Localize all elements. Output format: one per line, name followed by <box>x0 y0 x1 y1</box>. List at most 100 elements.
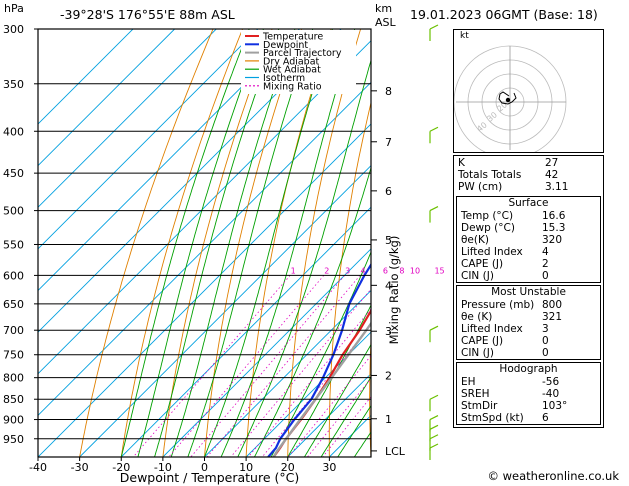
x-tick-label: 30 <box>322 461 336 474</box>
storm-motion-marker <box>505 97 511 103</box>
surface-row-value: 320 <box>542 234 563 246</box>
index-row: Totals Totals 42 <box>454 169 603 181</box>
most-unstable-row-label: CAPE (J) <box>461 335 504 347</box>
hodograph-row: StmSpd (kt) 6 <box>457 412 600 424</box>
mixing-ratio-axis-label: Mixing Ratio (g/kg) <box>387 236 401 345</box>
hodograph-trace <box>498 91 517 105</box>
surface-row: Temp (°C) 16.6 <box>457 210 600 222</box>
mixing-ratio-label: 1 <box>291 266 296 275</box>
pressure-tick-label: 650 <box>3 298 24 311</box>
surface-row-value: 16.6 <box>542 210 566 222</box>
wind-barb-flag <box>429 24 439 30</box>
hodograph-row: EH -56 <box>457 376 600 388</box>
km-tick-label: 7 <box>385 136 392 149</box>
most-unstable-row: Pressure (mb) 800 <box>457 299 600 311</box>
hodograph-section: Hodograph EH -56 SREH -40 StmDir 103° StmSpd (… <box>456 362 601 425</box>
wet-adiabat-line <box>287 304 371 457</box>
most-unstable-row: θe (K) 321 <box>457 311 600 323</box>
legend-box <box>241 30 356 94</box>
index-row: PW (cm) 3.11 <box>454 181 603 193</box>
legend-label: Temperature <box>262 32 323 43</box>
isotherm-line <box>38 29 300 292</box>
hodograph-row: StmDir 103° <box>457 400 600 412</box>
surface-title: Surface <box>508 197 549 209</box>
mixing-ratio-line <box>287 355 371 457</box>
index-row-value: 42 <box>545 169 559 181</box>
pressure-tick-label: 450 <box>3 167 24 180</box>
hodograph-title: Hodograph <box>499 363 558 375</box>
mixing-ratio-line <box>247 308 371 457</box>
most-unstable-row: Lifted Index 3 <box>457 323 600 335</box>
surface-row-label: CIN (J) <box>461 270 494 282</box>
hodograph-ring-label: 30 <box>485 110 499 123</box>
mixing-ratio-label: 4 <box>360 266 365 275</box>
wind-barb-flag <box>429 325 439 331</box>
dry-adiabat-line <box>621 29 629 457</box>
surface-row-value: 0 <box>542 270 549 282</box>
location-title: -39°28'S 176°55'E 88m ASL <box>60 7 235 22</box>
surface-row: Dewp (°C) 15.3 <box>457 222 600 234</box>
km-tick-label: LCL <box>385 445 406 458</box>
surface-row-label: Temp (°C) <box>461 210 514 222</box>
isotherm-line <box>38 29 134 125</box>
hodograph-panel: 40 30 20 kt <box>453 29 604 159</box>
hodograph-row-value: -40 <box>542 388 560 400</box>
most-unstable-title: Most Unstable <box>491 286 566 298</box>
hodograph-row-label: StmDir <box>461 400 498 412</box>
pressure-tick-label: 950 <box>3 433 24 446</box>
surface-row: CIN (J) 0 <box>457 270 600 282</box>
isotherm-line <box>38 29 175 167</box>
pressure-tick-label: 700 <box>3 324 24 337</box>
isotherm-line <box>79 164 371 457</box>
isotherm-line <box>38 81 371 417</box>
dry-adiabat-line <box>409 29 449 457</box>
km-tick-label: 3 <box>385 325 392 338</box>
mixing-ratio-label: 8 <box>399 266 404 275</box>
x-tick-label: -20 <box>112 461 130 474</box>
x-tick-label: -30 <box>71 461 89 474</box>
credit-text: © weatheronline.co.uk <box>487 469 619 483</box>
isotherm-line <box>38 29 342 333</box>
surface-row-value: 4 <box>542 246 549 258</box>
index-row-value: 27 <box>545 157 559 169</box>
hodograph-row-label: SREH <box>461 388 490 400</box>
x-tick-label: 20 <box>281 461 295 474</box>
km-tick-label: 5 <box>385 234 392 247</box>
indices-basic: K 27 Totals Totals 42 PW (cm) 3.11 <box>454 156 603 195</box>
pressure-tick-label: 550 <box>3 238 24 251</box>
most-unstable-row: CAPE (J) 0 <box>457 335 600 347</box>
mixing-ratio-label: 2 <box>324 266 329 275</box>
series-line-dewpoint <box>267 262 371 457</box>
mixing-ratio-label: 3 <box>345 266 350 275</box>
legend-label: Dewpoint <box>263 40 308 51</box>
asl-unit: ASL <box>375 16 396 29</box>
index-row: K 27 <box>454 157 603 169</box>
hodograph-row-value: 103° <box>542 400 568 412</box>
isotherm-line <box>204 289 371 457</box>
legend-label: Mixing Ratio <box>263 81 322 92</box>
hodograph-row-label: StmSpd (kt) <box>461 412 524 424</box>
hodograph-ring-label: 40 <box>475 120 489 133</box>
pressure-tick-label: 600 <box>3 269 24 282</box>
index-row-value: 3.11 <box>545 181 569 193</box>
index-row-label: PW (cm) <box>458 181 503 193</box>
x-axis-label: Dewpoint / Temperature (°C) <box>120 470 299 485</box>
legend-label: Dry Adiabat <box>263 56 320 67</box>
surface-row: CAPE (J) 2 <box>457 258 600 270</box>
wind-barbs <box>429 24 439 460</box>
indices-panel: K 27 Totals Totals 42 PW (cm) 3.11 Surface Te… <box>453 155 604 428</box>
km-unit: km <box>375 2 393 15</box>
surface-section: Surface Temp (°C) 16.6 Dewp (°C) 15.3 θe(K) 3… <box>456 196 601 283</box>
mixing-ratio-line <box>261 324 371 457</box>
km-tick-label: 2 <box>385 369 392 382</box>
legend-label: Wet Adiabat <box>263 65 321 76</box>
pressure-tick-label: 850 <box>3 393 24 406</box>
hodograph-row-label: EH <box>461 376 476 388</box>
datetime-title: 19.01.2023 06GMT (Base: 18) <box>410 7 598 22</box>
surface-row-value: 2 <box>542 258 549 270</box>
x-tick-label: -40 <box>29 461 47 474</box>
pressure-tick-label: 900 <box>3 414 24 427</box>
hodograph-row-value: -56 <box>542 376 560 388</box>
